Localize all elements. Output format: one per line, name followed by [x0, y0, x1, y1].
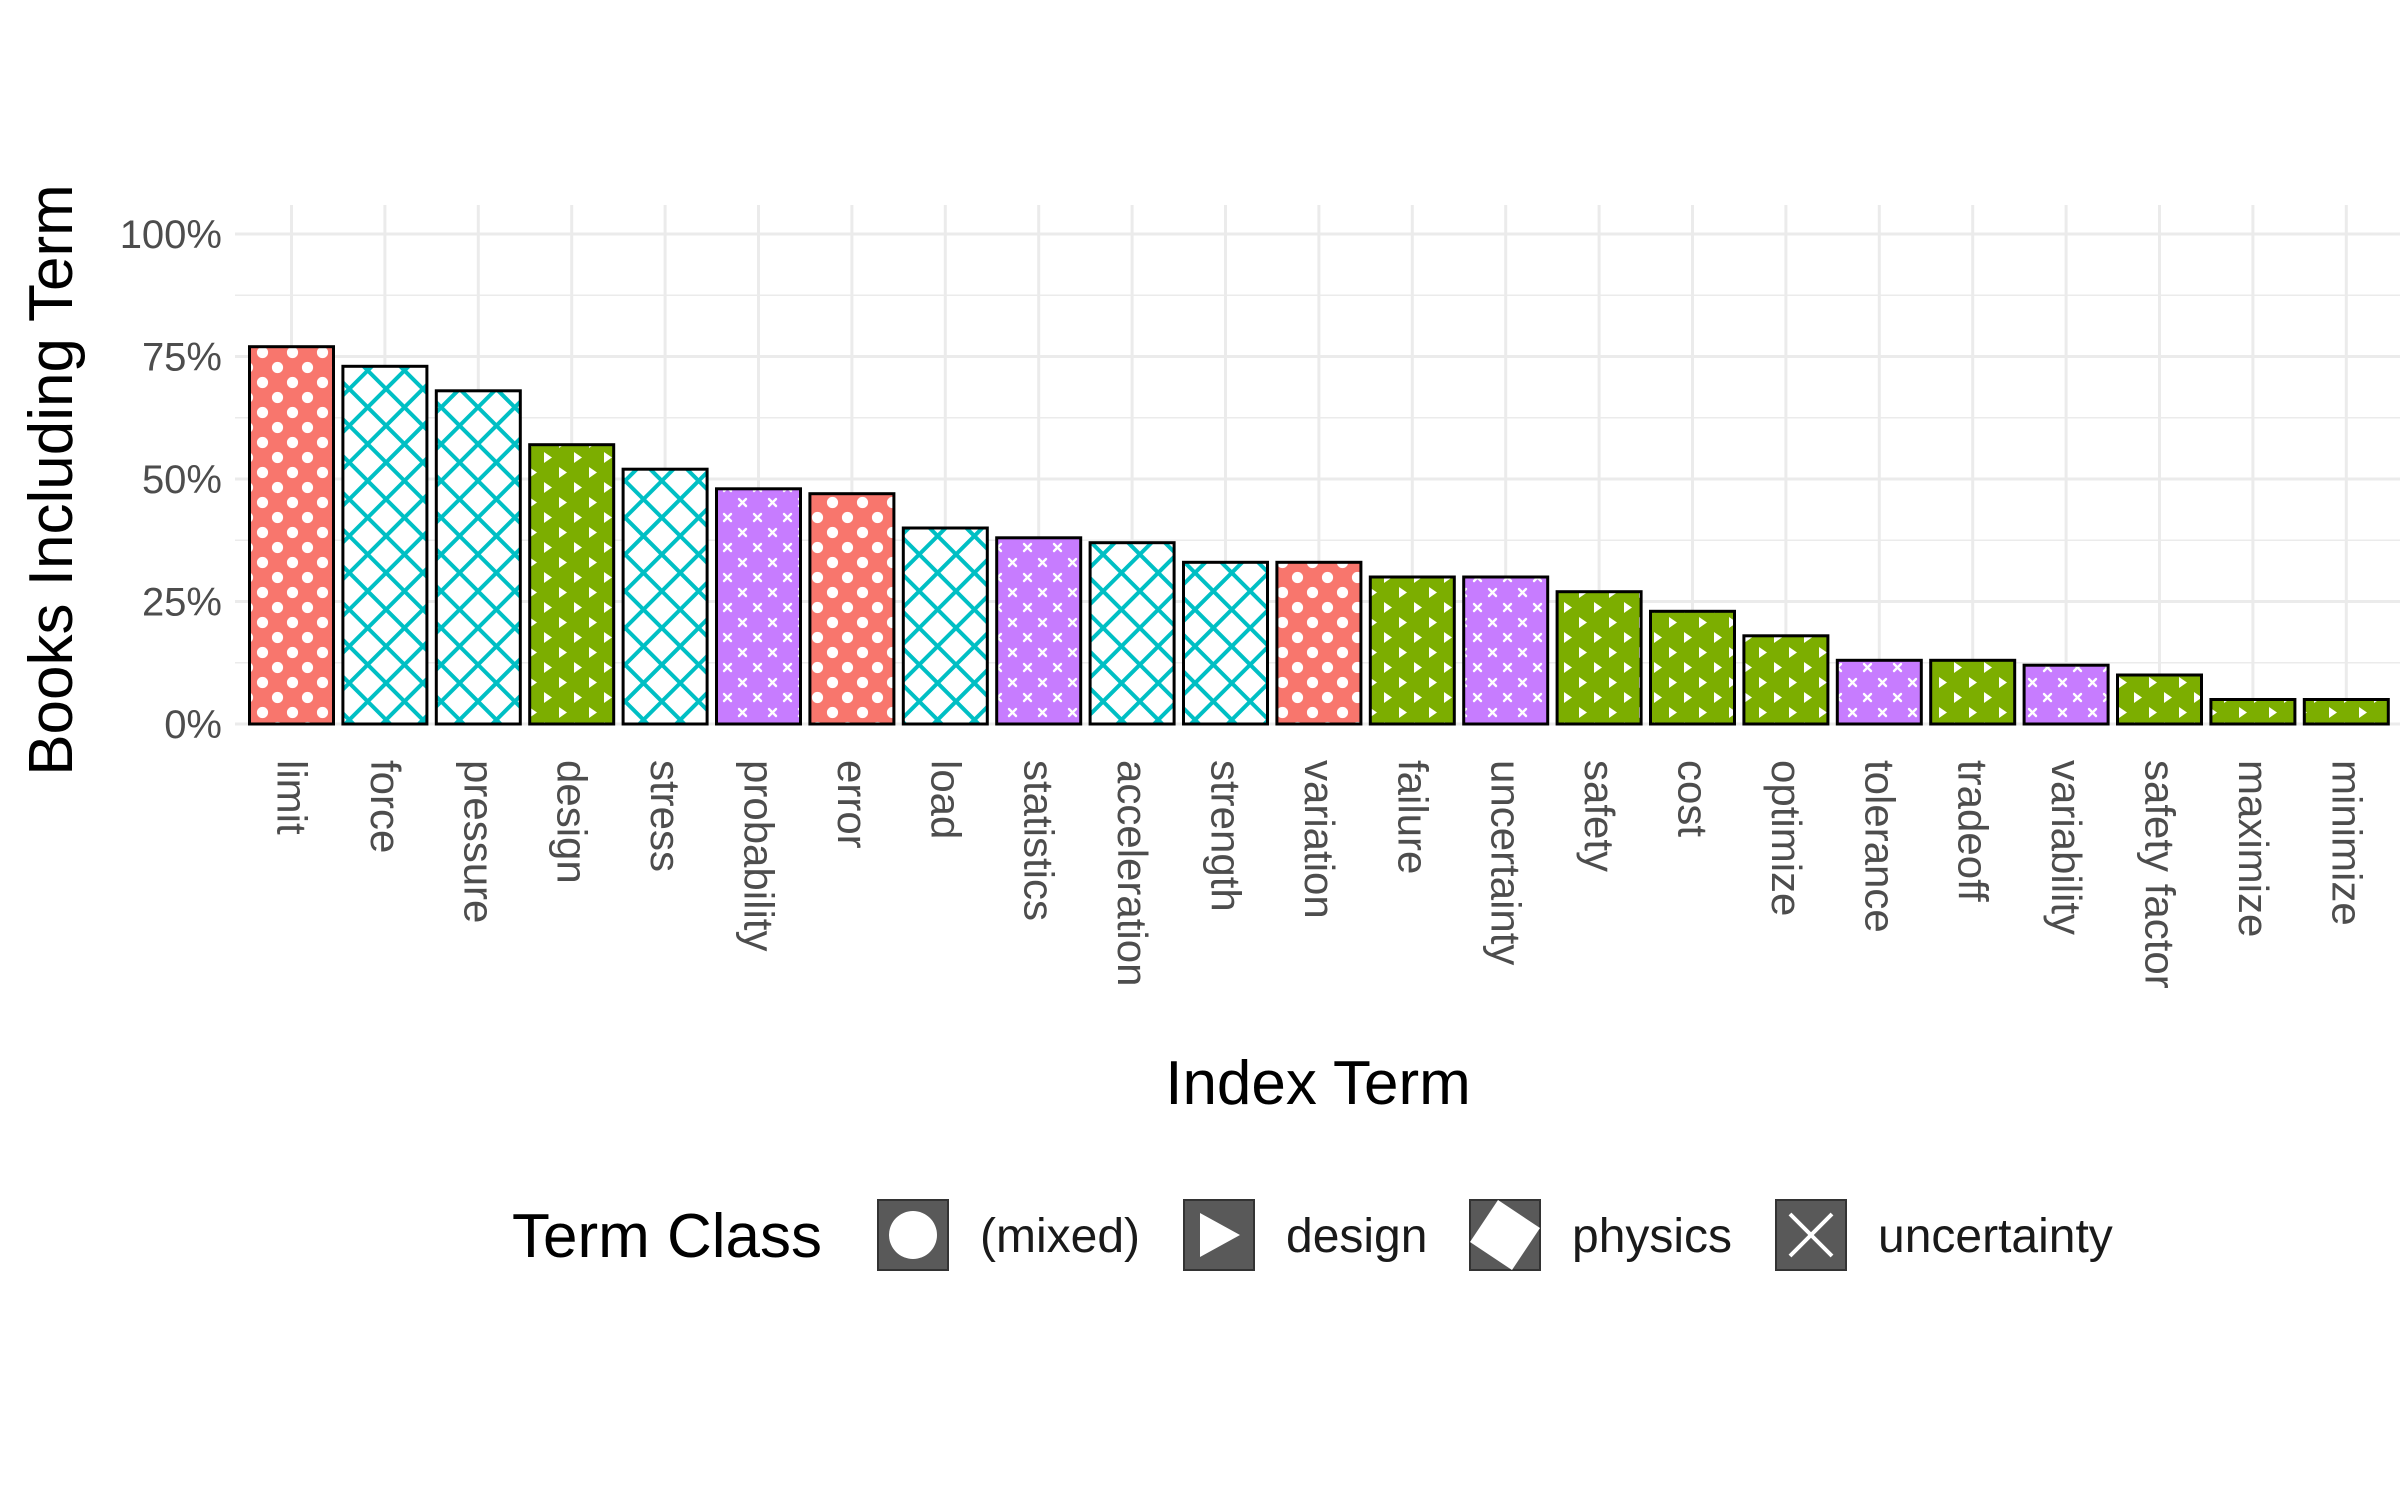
bar-error: [808, 492, 896, 726]
bar-acceleration: [1088, 541, 1176, 726]
x-tick-label: maximize: [2230, 760, 2277, 937]
y-tick-label: 0%: [164, 703, 222, 747]
bar-limit: [248, 345, 335, 726]
x-tick-label: strength: [1203, 760, 1250, 912]
y-tick-label: 75%: [142, 336, 222, 380]
y-tick-label: 100%: [120, 213, 222, 257]
y-tick-label: 50%: [142, 458, 222, 502]
x-tick-label: pressure: [455, 760, 502, 923]
y-axis-ticks: 0% 25% 50% 75% 100%: [120, 213, 222, 747]
bar-cost: [1649, 609, 1736, 726]
bar-probability: [715, 487, 802, 726]
x-tick-label: safety factor: [2137, 760, 2184, 989]
x-tick-label: variation: [1296, 760, 1343, 919]
x-tick-label: design: [549, 760, 596, 884]
x-tick-label: limit: [269, 760, 316, 835]
x-tick-label: safety: [1576, 760, 1623, 872]
bar-failure: [1368, 575, 1456, 726]
x-tick-label: stress: [642, 760, 689, 872]
legend-label-uncertainty: uncertainty: [1878, 1210, 2113, 1263]
x-tick-label: acceleration: [1109, 760, 1156, 986]
x-tick-label: probability: [736, 760, 783, 951]
bar-maximize: [2209, 698, 2297, 726]
y-axis-title: Books Including Term: [17, 184, 86, 776]
legend-label-mixed: (mixed): [980, 1210, 1140, 1263]
bars: [248, 345, 2390, 726]
bar-variability: [2022, 663, 2110, 726]
bar-stress: [621, 467, 709, 726]
bar-optimize: [1742, 634, 1830, 726]
legend-key-uncertainty: [1775, 1199, 1847, 1271]
bar-statistics: [995, 536, 1083, 726]
bar-pressure: [434, 389, 522, 726]
x-tick-label: variability: [2043, 760, 2090, 935]
x-tick-label: load: [922, 760, 969, 839]
x-tick-label: cost: [1670, 760, 1717, 837]
y-tick-label: 25%: [142, 581, 222, 625]
bar-tradeoff: [1929, 658, 2017, 726]
x-tick-label: tradeoff: [1950, 760, 1997, 902]
legend: Term Class (mixed) design physics uncertain…: [512, 1199, 2113, 1271]
bar-load: [901, 526, 989, 726]
bar-uncertainty: [1462, 575, 1550, 726]
bar-minimize: [2302, 698, 2390, 726]
x-axis-ticks: limit force pressure design stress probabilit…: [269, 760, 2371, 989]
bar-safety-factor: [2116, 673, 2203, 726]
bar-strength: [1182, 560, 1269, 726]
x-tick-label: force: [362, 760, 409, 853]
x-tick-label: failure: [1389, 760, 1436, 874]
legend-key-physics: [1469, 1199, 1541, 1271]
legend-label-physics: physics: [1572, 1210, 1732, 1263]
bar-force: [341, 364, 429, 726]
bar-design: [528, 443, 616, 726]
x-tick-label: statistics: [1016, 760, 1063, 921]
x-tick-label: uncertainty: [1483, 760, 1530, 965]
x-tick-label: error: [829, 760, 876, 849]
x-tick-label: minimize: [2323, 760, 2370, 926]
x-axis-title: Index Term: [1165, 1049, 1471, 1118]
legend-label-design: design: [1286, 1210, 1427, 1263]
x-tick-label: tolerance: [1856, 760, 1903, 933]
bar-safety: [1555, 590, 1643, 726]
bar-tolerance: [1835, 658, 1923, 726]
legend-title: Term Class: [512, 1202, 822, 1271]
legend-key-design: [1183, 1199, 1255, 1271]
legend-key-mixed: [877, 1199, 949, 1271]
x-tick-label: optimize: [1763, 760, 1810, 916]
bar-variation: [1275, 560, 1363, 726]
